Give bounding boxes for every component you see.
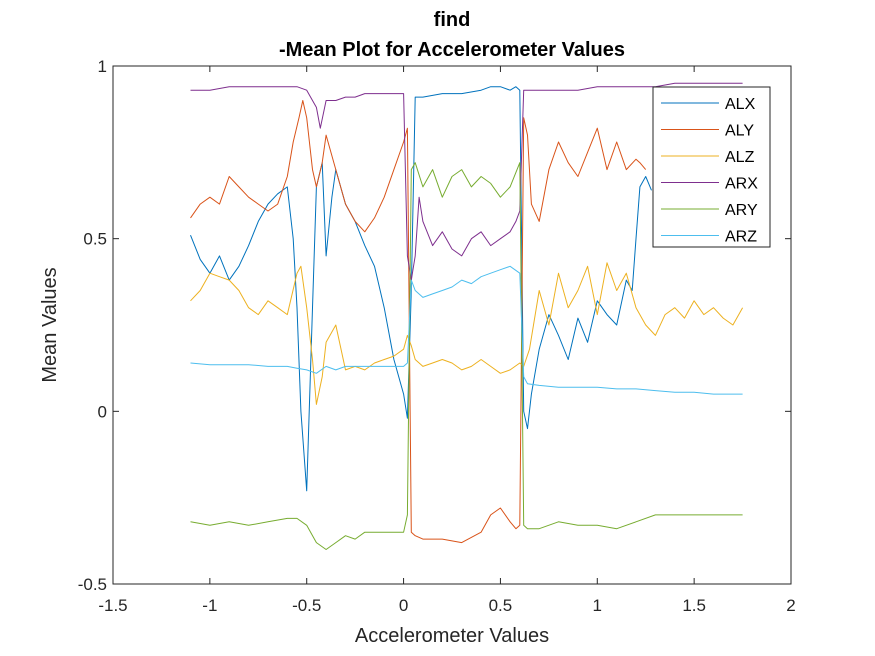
chart-title-line-1: find [434, 9, 471, 31]
chart-title-line-2: -Mean Plot for Accelerometer Values [279, 39, 625, 61]
y-tick-label: 1 [98, 57, 107, 76]
y-tick-label: 0 [98, 402, 107, 421]
plot-frame [112, 65, 792, 585]
series-line-arz [190, 265, 743, 395]
x-tick-label: 0 [399, 596, 408, 615]
legend-box [652, 86, 771, 248]
y-axis-label: Mean Values [39, 267, 61, 382]
legend-label-arz: ARZ [725, 229, 757, 246]
legend-label-ary: ARY [725, 202, 758, 219]
x-tick-label: 1.5 [682, 596, 706, 615]
x-axis-label: Accelerometer Values [355, 625, 549, 647]
series-line-aly [190, 100, 647, 544]
legend-label-arx: ARX [725, 176, 758, 193]
x-axis: -1.5 -1 -0.5 0 0.5 1 1.5 2 [98, 66, 796, 615]
x-tick-label: 2 [786, 596, 795, 615]
legend: ALX ALY ALZ ARX ARY ARZ [652, 86, 771, 248]
y-axis: -0.5 0 0.5 1 [78, 57, 791, 594]
series-line-ary [190, 162, 743, 550]
x-tick-label: -1.5 [98, 596, 127, 615]
y-tick-label: 0.5 [83, 230, 107, 249]
x-tick-label: 0.5 [489, 596, 513, 615]
legend-label-aly: ALY [725, 123, 754, 140]
y-tick-label: -0.5 [78, 575, 107, 594]
series-line-arx [190, 82, 743, 281]
series-line-alz [190, 262, 744, 405]
legend-label-alx: ALX [725, 96, 756, 113]
x-tick-label: -1 [202, 596, 217, 615]
x-tick-label: -0.5 [292, 596, 321, 615]
series-layer [190, 82, 744, 550]
legend-label-alz: ALZ [725, 149, 755, 166]
x-tick-label: 1 [593, 596, 602, 615]
